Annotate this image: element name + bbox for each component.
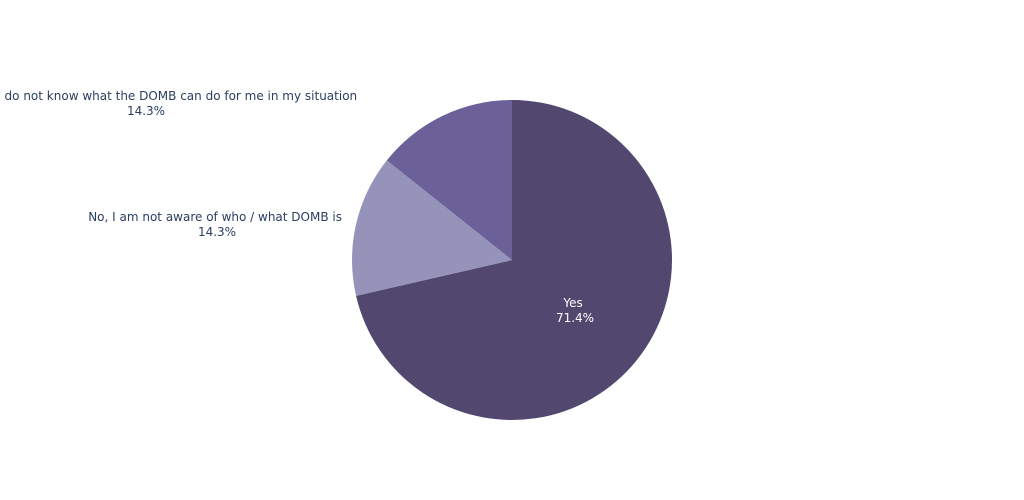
slice-label-yes-name: Yes [562, 296, 582, 310]
pie-slice-not-aware [352, 160, 512, 296]
slice-label-yes-percent: 71.4% [556, 311, 594, 325]
pie-slices [352, 100, 673, 420]
slice-label-exists-unsure-name: exists, but I do not know what the DOMB … [0, 89, 357, 103]
slice-label-exists-unsure: exists, but I do not know what the DOMB … [0, 89, 361, 118]
slice-label-exists-unsure-percent: 14.3% [127, 104, 165, 118]
slice-label-not-aware-name: No, I am not aware of who / what DOMB is [88, 210, 342, 224]
pie-slice-exists-unsure [386, 100, 512, 260]
slice-label-not-aware-percent: 14.3% [198, 225, 236, 239]
pie-slice-yes [356, 100, 673, 420]
slice-label-yes: Yes 71.4% [556, 296, 594, 325]
slice-label-not-aware: No, I am not aware of who / what DOMB is… [88, 210, 346, 239]
